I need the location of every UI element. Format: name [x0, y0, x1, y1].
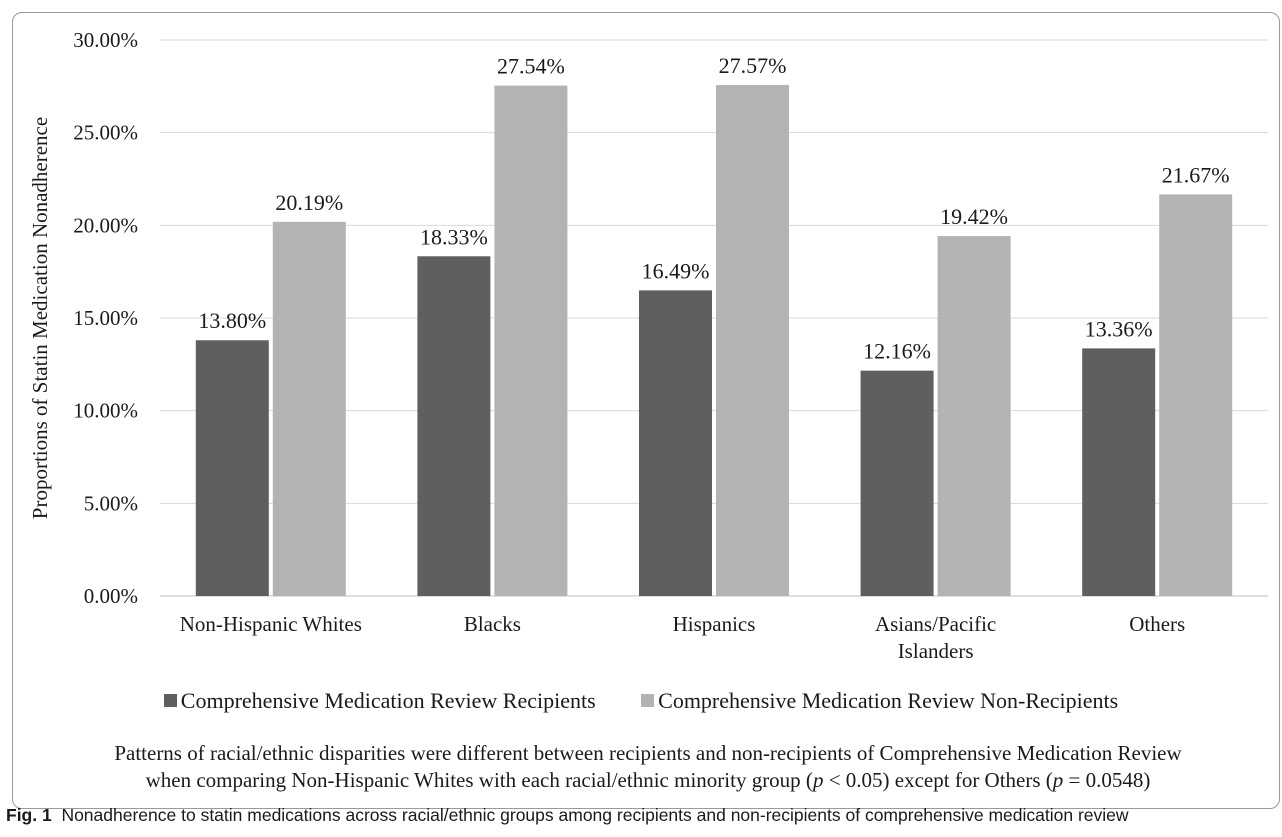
legend-item-recipients: Comprehensive Medication Review Recipien…: [163, 688, 596, 714]
note-p-symbol-1: p: [812, 768, 824, 792]
data-label: 19.42%: [940, 204, 1008, 229]
bar-recipients-1: [417, 256, 491, 596]
legend-swatch-recipients: [163, 694, 177, 707]
legend-label-recipients: Comprehensive Medication Review Recipien…: [180, 688, 596, 713]
caption-text: Nonadherence to statin medications acros…: [61, 805, 1129, 825]
bar-recipients-3: [860, 370, 934, 596]
bar-chart: 0.00% 5.00% 10.00% 15.00% 20.00% 25.00% 30.00%…: [28, 28, 1268, 663]
data-label: 13.36%: [1085, 316, 1153, 341]
data-label: 16.49%: [642, 258, 710, 283]
bar-recipients-4: [1082, 348, 1156, 596]
data-label: 20.19%: [275, 190, 343, 215]
y-tick-label: 5.00%: [84, 491, 138, 515]
significance-note: Patterns of racial/ethnic disparities we…: [28, 740, 1268, 794]
bar-recipients-2: [639, 290, 712, 596]
data-label: 27.54%: [497, 54, 565, 79]
x-tick-label: Islanders: [898, 639, 974, 663]
x-tick-label: Hispanics: [673, 612, 756, 636]
x-tick-label: Asians/Pacific: [875, 612, 996, 636]
y-axis-label: Proportions of Statin Medication Nonadhe…: [28, 117, 52, 519]
legend-swatch-non-recipients: [641, 694, 655, 707]
note-line-2-start: when comparing Non-Hispanic Whites with …: [145, 768, 813, 792]
note-p-symbol-2: p: [1052, 768, 1064, 792]
bar-non-recipients-0: [272, 221, 346, 596]
figure-caption: Fig. 1 Nonadherence to statin medication…: [6, 805, 1282, 826]
bar-recipients-0: [195, 340, 269, 596]
legend-label-non-recipients: Comprehensive Medication Review Non-Reci…: [658, 688, 1119, 713]
y-tick-label: 10.00%: [73, 399, 138, 423]
data-label: 12.16%: [863, 339, 931, 364]
bar-non-recipients-3: [937, 236, 1011, 596]
data-label: 18.33%: [420, 224, 488, 249]
y-tick-label: 25.00%: [73, 121, 138, 145]
data-label: 27.57%: [719, 53, 787, 78]
data-label: 13.80%: [198, 308, 266, 333]
legend-item-non-recipients: Comprehensive Medication Review Non-Reci…: [641, 688, 1118, 714]
data-label: 21.67%: [1162, 162, 1230, 187]
note-line-1: Patterns of racial/ethnic disparities we…: [114, 741, 1182, 765]
figure-frame: [12, 12, 1280, 809]
y-tick-label: 30.00%: [73, 28, 138, 52]
y-tick-label: 20.00%: [73, 213, 138, 237]
x-tick-label: Others: [1129, 612, 1185, 636]
note-line-2: when comparing Non-Hispanic Whites with …: [28, 767, 1268, 794]
note-line-2-middle: < 0.05) except for Others (: [823, 768, 1053, 792]
bar-non-recipients-4: [1159, 194, 1233, 596]
bar-non-recipients-2: [716, 85, 789, 596]
bar-non-recipients-1: [494, 85, 568, 596]
note-line-2-end: = 0.0548): [1063, 768, 1151, 792]
y-tick-label: 0.00%: [84, 584, 138, 608]
x-tick-label: Blacks: [464, 612, 521, 636]
caption-label: Fig. 1: [6, 805, 52, 825]
x-tick-label: Non-Hispanic Whites: [180, 612, 362, 636]
y-tick-label: 15.00%: [73, 306, 138, 330]
legend: Comprehensive Medication Review Recipien…: [0, 688, 1282, 714]
